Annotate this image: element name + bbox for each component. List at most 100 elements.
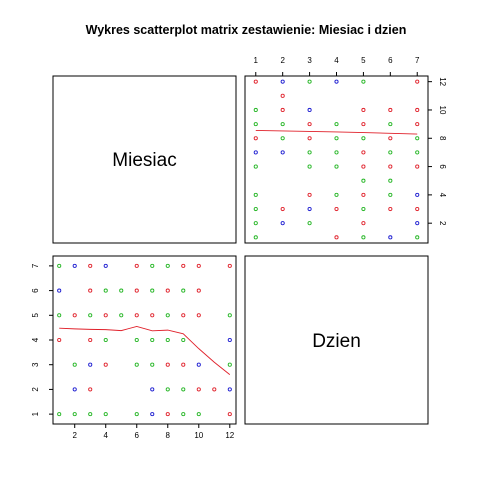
point-bl-53: [196, 288, 201, 293]
point-bl-34: [150, 337, 155, 343]
point-bl-2: [57, 313, 62, 318]
y-ticklabel-dzien-2: 3: [31, 362, 40, 367]
point-tr-61: [334, 79, 339, 84]
y-ticklabel-miesiac-5: 12: [438, 77, 447, 86]
point-bl-29: [134, 362, 139, 367]
point-tr-46: [388, 122, 393, 127]
point-tr-34: [334, 150, 339, 155]
point-bl-51: [181, 412, 186, 417]
y-ticklabel-dzien-5: 6: [31, 288, 40, 293]
point-tr-16: [253, 206, 258, 212]
point-bl-43: [165, 387, 170, 392]
y-ticklabel-dzien-1: 2: [31, 387, 40, 392]
point-bl-48: [181, 337, 186, 343]
point-tr-14: [307, 206, 312, 212]
point-bl-11: [88, 288, 93, 293]
point-bl-30: [134, 412, 139, 417]
smooth-line-bl: [59, 325, 231, 375]
point-tr-7: [307, 221, 312, 226]
point-tr-64: [253, 79, 258, 84]
point-bl-42: [165, 362, 170, 367]
point-tr-17: [415, 192, 420, 197]
variable-label-dzien: Dzien: [312, 331, 361, 352]
point-tr-2: [361, 235, 366, 240]
point-bl-23: [119, 288, 124, 293]
point-tr-62: [307, 79, 312, 84]
point-tr-10: [415, 206, 420, 212]
point-tr-57: [253, 107, 258, 113]
y-ticklabel-miesiac-1: 4: [438, 193, 447, 198]
y-ticklabel-miesiac-3: 8: [438, 136, 447, 141]
x-ticklabel-miesiac-3: 8: [166, 431, 171, 440]
point-bl-33: [150, 313, 155, 318]
point-bl-5: [72, 263, 77, 268]
point-tr-35: [307, 150, 312, 155]
point-tr-45: [415, 122, 420, 127]
point-tr-20: [334, 192, 339, 197]
point-tr-3: [334, 235, 339, 240]
panel-miesiac-label: [52, 75, 237, 244]
point-bl-64: [227, 412, 232, 417]
point-bl-1: [57, 288, 62, 293]
point-bl-20: [103, 337, 108, 343]
point-bl-45: [181, 263, 186, 268]
point-tr-63: [280, 79, 285, 84]
x-ticklabel-miesiac-0: 2: [72, 431, 77, 440]
y-ticklabel-miesiac-4: 10: [438, 106, 447, 115]
point-tr-5: [415, 221, 420, 226]
point-bl-24: [119, 313, 124, 318]
point-tr-44: [253, 136, 258, 141]
point-tr-36: [280, 150, 285, 155]
point-bl-62: [227, 362, 232, 367]
point-bl-19: [103, 313, 108, 318]
point-bl-36: [150, 387, 155, 392]
point-tr-6: [361, 221, 366, 226]
point-bl-52: [196, 263, 201, 268]
point-tr-32: [388, 150, 393, 155]
point-bl-38: [165, 263, 170, 268]
point-bl-13: [88, 337, 93, 343]
variable-label-miesiac: Miesiac: [112, 150, 176, 171]
point-tr-38: [415, 136, 420, 141]
point-bl-16: [88, 412, 93, 417]
point-bl-22: [103, 412, 108, 417]
point-tr-18: [388, 192, 393, 197]
x-ticklabel-dzien-5: 6: [388, 56, 393, 65]
point-tr-56: [280, 107, 285, 113]
point-bl-3: [57, 337, 62, 343]
point-tr-30: [253, 164, 258, 169]
point-bl-40: [165, 313, 170, 318]
point-tr-40: [361, 136, 366, 141]
panel-dzien-vs-miesiac: [244, 75, 429, 244]
chart-title: Wykres scatterplot matrix zestawienie: M…: [86, 23, 407, 37]
point-bl-50: [181, 387, 186, 392]
y-ticklabel-dzien-4: 5: [31, 313, 40, 318]
point-tr-19: [361, 192, 366, 197]
point-bl-21: [103, 362, 108, 367]
point-bl-9: [72, 412, 77, 417]
point-bl-12: [88, 313, 93, 318]
point-bl-26: [134, 288, 139, 293]
point-bl-15: [88, 387, 93, 392]
point-tr-47: [361, 122, 366, 127]
point-bl-57: [196, 412, 201, 417]
point-tr-26: [388, 164, 393, 169]
point-bl-63: [227, 387, 232, 392]
point-bl-32: [150, 288, 155, 293]
x-ticklabel-dzien-4: 5: [361, 56, 366, 65]
point-tr-12: [361, 206, 366, 212]
point-tr-11: [388, 206, 393, 212]
point-bl-14: [88, 362, 93, 367]
panel-miesiac-vs-dzien: [52, 255, 237, 425]
point-tr-23: [388, 178, 393, 183]
point-bl-55: [196, 362, 201, 367]
y-ticklabel-miesiac-2: 6: [438, 164, 447, 169]
point-bl-39: [165, 288, 170, 293]
panel-dzien-label: [244, 255, 429, 425]
point-bl-41: [165, 337, 170, 343]
y-ticklabel-dzien-6: 7: [31, 263, 40, 268]
point-bl-54: [196, 313, 201, 318]
point-tr-9: [253, 221, 258, 226]
point-tr-8: [280, 221, 285, 226]
